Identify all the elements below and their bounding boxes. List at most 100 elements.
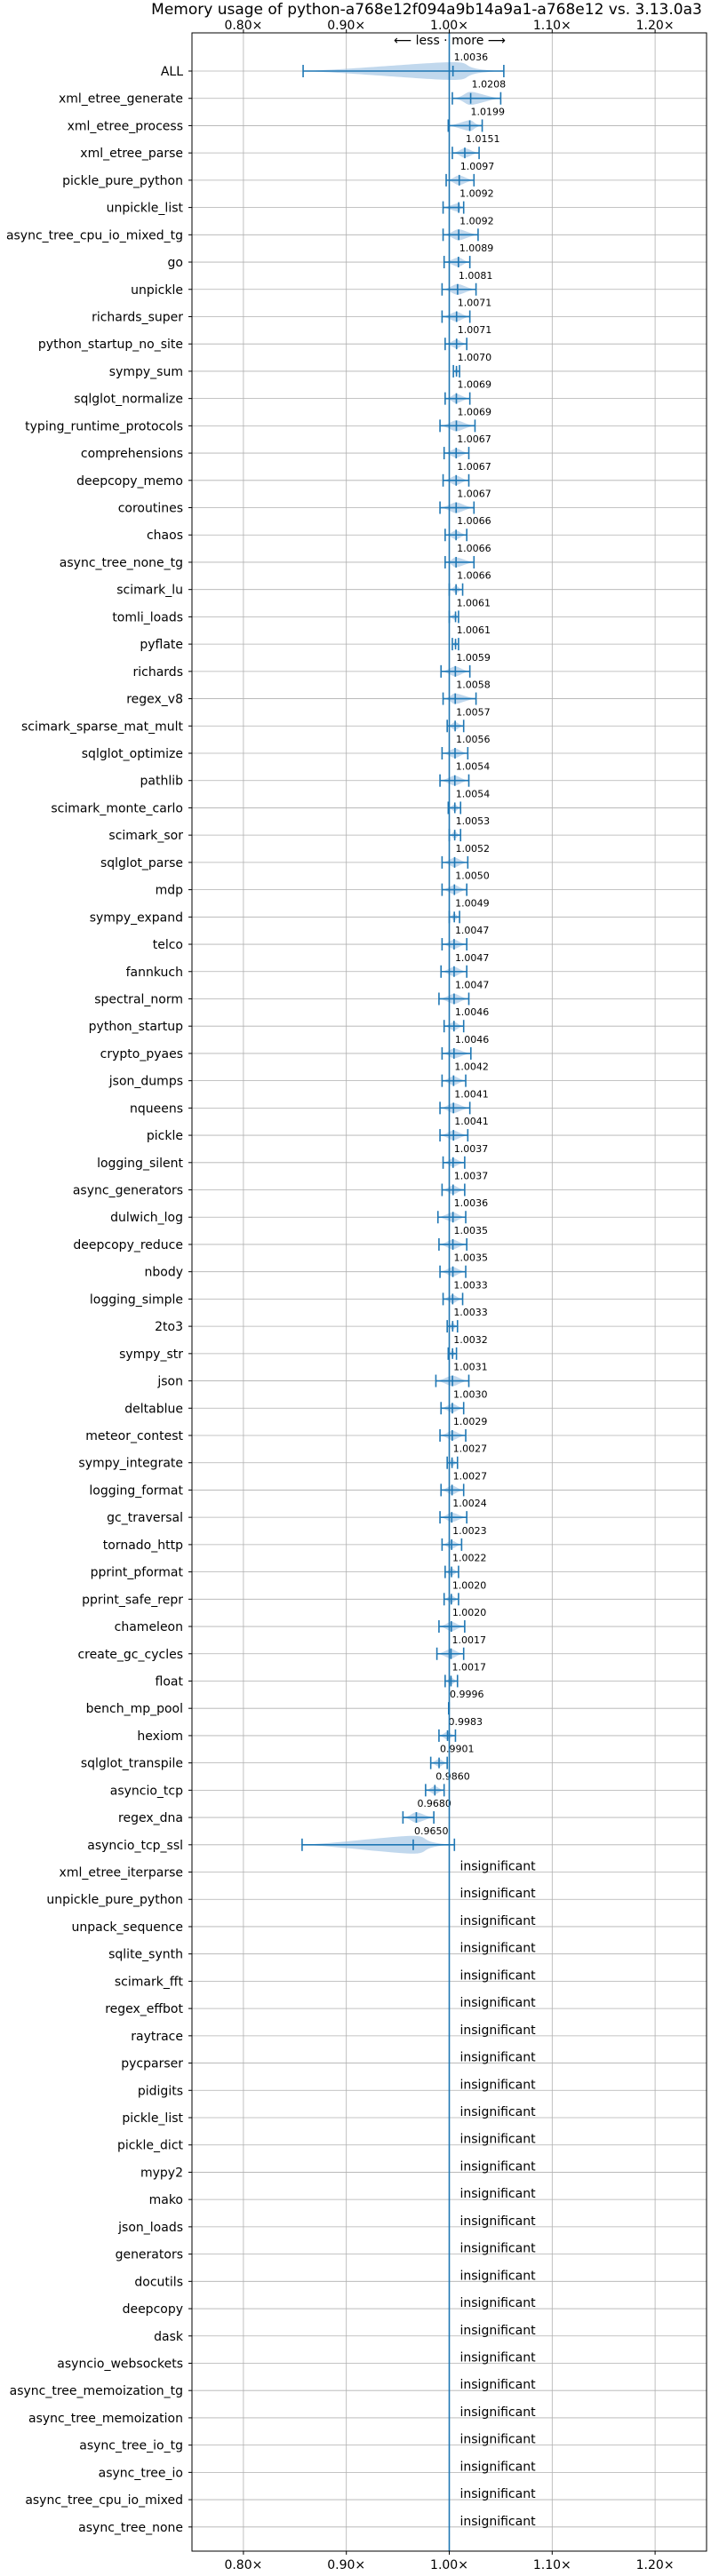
insignificant-label: insignificant bbox=[460, 1996, 537, 2010]
value-label: 1.0199 bbox=[471, 106, 506, 117]
value-label: 1.0036 bbox=[454, 52, 489, 63]
value-label: 1.0041 bbox=[454, 1088, 489, 1100]
benchmark-label: async_tree_memoization_tg bbox=[10, 2384, 183, 2398]
value-label: 1.0092 bbox=[459, 188, 494, 200]
value-label: 1.0067 bbox=[457, 461, 491, 473]
benchmark-label: pidigits bbox=[138, 2084, 183, 2098]
value-label: 1.0031 bbox=[453, 1362, 488, 1373]
value-label: 1.0208 bbox=[472, 79, 507, 91]
benchmark-label: unpickle_pure_python bbox=[46, 1893, 183, 1907]
benchmark-label: sqlglot_optimize bbox=[82, 747, 183, 761]
benchmark-label: asyncio_websockets bbox=[57, 2357, 183, 2371]
benchmark-label: xml_etree_parse bbox=[80, 147, 183, 161]
benchmark-label: json bbox=[156, 1375, 183, 1389]
value-label: 0.9860 bbox=[435, 1770, 469, 1782]
benchmark-label: mdp bbox=[156, 884, 184, 898]
benchmark-label: fannkuch bbox=[126, 966, 183, 980]
benchmark-label: async_generators bbox=[73, 1184, 183, 1198]
benchmark-label: dulwich_log bbox=[110, 1211, 183, 1225]
benchmark-label: docutils bbox=[134, 2275, 183, 2289]
value-label: 1.0047 bbox=[455, 925, 490, 936]
value-label: 1.0037 bbox=[454, 1143, 489, 1155]
value-label: 0.9680 bbox=[417, 1798, 451, 1809]
benchmark-label: unpack_sequence bbox=[72, 1920, 183, 1935]
benchmark-label: comprehensions bbox=[81, 447, 183, 461]
value-label: 1.0067 bbox=[457, 489, 491, 500]
x-tick-label-top: 0.90× bbox=[327, 19, 365, 33]
value-label: 1.0066 bbox=[457, 515, 491, 527]
x-tick-labels: 0.80× 0.80× 0.90× 0.90× 1.00× 1.00× 1.10× 1.10×… bbox=[188, 19, 675, 2572]
benchmark-label: regex_effbot bbox=[105, 2002, 183, 2016]
insignificant-label: insignificant bbox=[460, 2350, 537, 2365]
value-label: 1.0017 bbox=[451, 1634, 486, 1646]
benchmark-label: python_startup bbox=[89, 1020, 183, 1034]
benchmark-label: asyncio_tcp_ssl bbox=[87, 1839, 183, 1853]
benchmark-label: gc_traversal bbox=[107, 1511, 183, 1525]
x-tick-label-bottom: 1.10× bbox=[533, 2558, 571, 2572]
insignificant-label: insignificant bbox=[460, 2242, 537, 2256]
value-label: 1.0092 bbox=[459, 215, 494, 227]
insignificant-label: insignificant bbox=[460, 2214, 537, 2229]
benchmark-label: pickle_pure_python bbox=[62, 174, 183, 188]
data-marks: 1.0036 1.0208 1.0199 1.0151 1.0097 1.0092 1.00… bbox=[301, 33, 537, 2551]
benchmark-label: sympy_expand bbox=[90, 910, 183, 925]
benchmark-label: asyncio_tcp bbox=[110, 1784, 183, 1798]
benchmark-label: scimark_monte_carlo bbox=[51, 801, 183, 815]
benchmark-label: pprint_pformat bbox=[91, 1566, 184, 1580]
insignificant-label: insignificant bbox=[460, 2515, 537, 2529]
benchmark-label: logging_format bbox=[89, 1483, 183, 1498]
benchmark-label: sqlglot_transpile bbox=[81, 1757, 183, 1771]
value-label: 1.0071 bbox=[458, 297, 492, 308]
insignificant-label: insignificant bbox=[460, 2023, 537, 2038]
benchmark-label: float bbox=[156, 1674, 184, 1689]
benchmark-label: telco bbox=[153, 938, 183, 952]
benchmark-label: mako bbox=[149, 2193, 183, 2207]
value-label: 1.0046 bbox=[455, 1006, 489, 1018]
benchmark-label: regex_v8 bbox=[126, 693, 183, 707]
value-label: 1.0066 bbox=[457, 543, 491, 554]
insignificant-label: insignificant bbox=[460, 2405, 537, 2420]
x-tick-label-bottom: 1.20× bbox=[636, 2558, 675, 2572]
value-label: 1.0047 bbox=[455, 952, 490, 964]
benchmark-label: pprint_safe_repr bbox=[82, 1593, 183, 1607]
value-label: 1.0047 bbox=[455, 979, 490, 990]
value-label: 1.0066 bbox=[457, 570, 491, 582]
value-label: 0.9650 bbox=[414, 1825, 449, 1837]
benchmark-label: scimark_sparse_mat_mult bbox=[21, 720, 183, 734]
value-label: 1.0151 bbox=[466, 133, 500, 145]
value-label: 0.9983 bbox=[449, 1716, 483, 1728]
value-label: 1.0024 bbox=[452, 1498, 486, 1509]
benchmark-label: sqlite_synth bbox=[108, 1948, 183, 1962]
benchmark-label: async_tree_cpu_io_mixed_tg bbox=[6, 228, 183, 242]
benchmark-label: scimark_sor bbox=[108, 829, 183, 843]
value-label: 1.0061 bbox=[457, 624, 491, 636]
value-label: 1.0046 bbox=[455, 1034, 489, 1046]
value-label: 1.0035 bbox=[454, 1225, 488, 1236]
benchmark-label: nqueens bbox=[130, 1101, 183, 1116]
value-label: 1.0020 bbox=[452, 1579, 487, 1591]
value-label: 1.0017 bbox=[451, 1661, 486, 1673]
benchmark-label: unpickle_list bbox=[107, 202, 184, 216]
insignificant-label: insignificant bbox=[460, 2133, 537, 2147]
benchmark-label: bench_mp_pool bbox=[86, 1702, 183, 1716]
benchmark-label: meteor_contest bbox=[85, 1429, 183, 1443]
value-label: 1.0056 bbox=[456, 734, 491, 745]
value-label: 1.0032 bbox=[453, 1334, 487, 1346]
value-label: 0.9996 bbox=[450, 1689, 484, 1700]
benchmark-label: pycparser bbox=[121, 2057, 183, 2071]
benchmark-label: sympy_integrate bbox=[78, 1457, 183, 1471]
value-label: 1.0058 bbox=[456, 680, 491, 691]
value-label: 1.0027 bbox=[453, 1470, 488, 1482]
insignificant-label: insignificant bbox=[460, 2487, 537, 2501]
benchmark-label: tomli_loads bbox=[112, 610, 183, 624]
benchmark-label: pickle_dict bbox=[117, 2139, 184, 2153]
benchmark-label: logging_silent bbox=[97, 1157, 183, 1171]
insignificant-label: insignificant bbox=[460, 2324, 537, 2338]
insignificant-label: insignificant bbox=[460, 2159, 537, 2174]
value-label: 1.0054 bbox=[456, 788, 491, 799]
insignificant-label: insignificant bbox=[460, 2378, 537, 2392]
benchmark-label: unpickle bbox=[131, 283, 183, 298]
benchmark-label: 2to3 bbox=[155, 1320, 183, 1334]
benchmark-label: coroutines bbox=[118, 502, 183, 516]
value-label: 1.0030 bbox=[453, 1388, 488, 1400]
